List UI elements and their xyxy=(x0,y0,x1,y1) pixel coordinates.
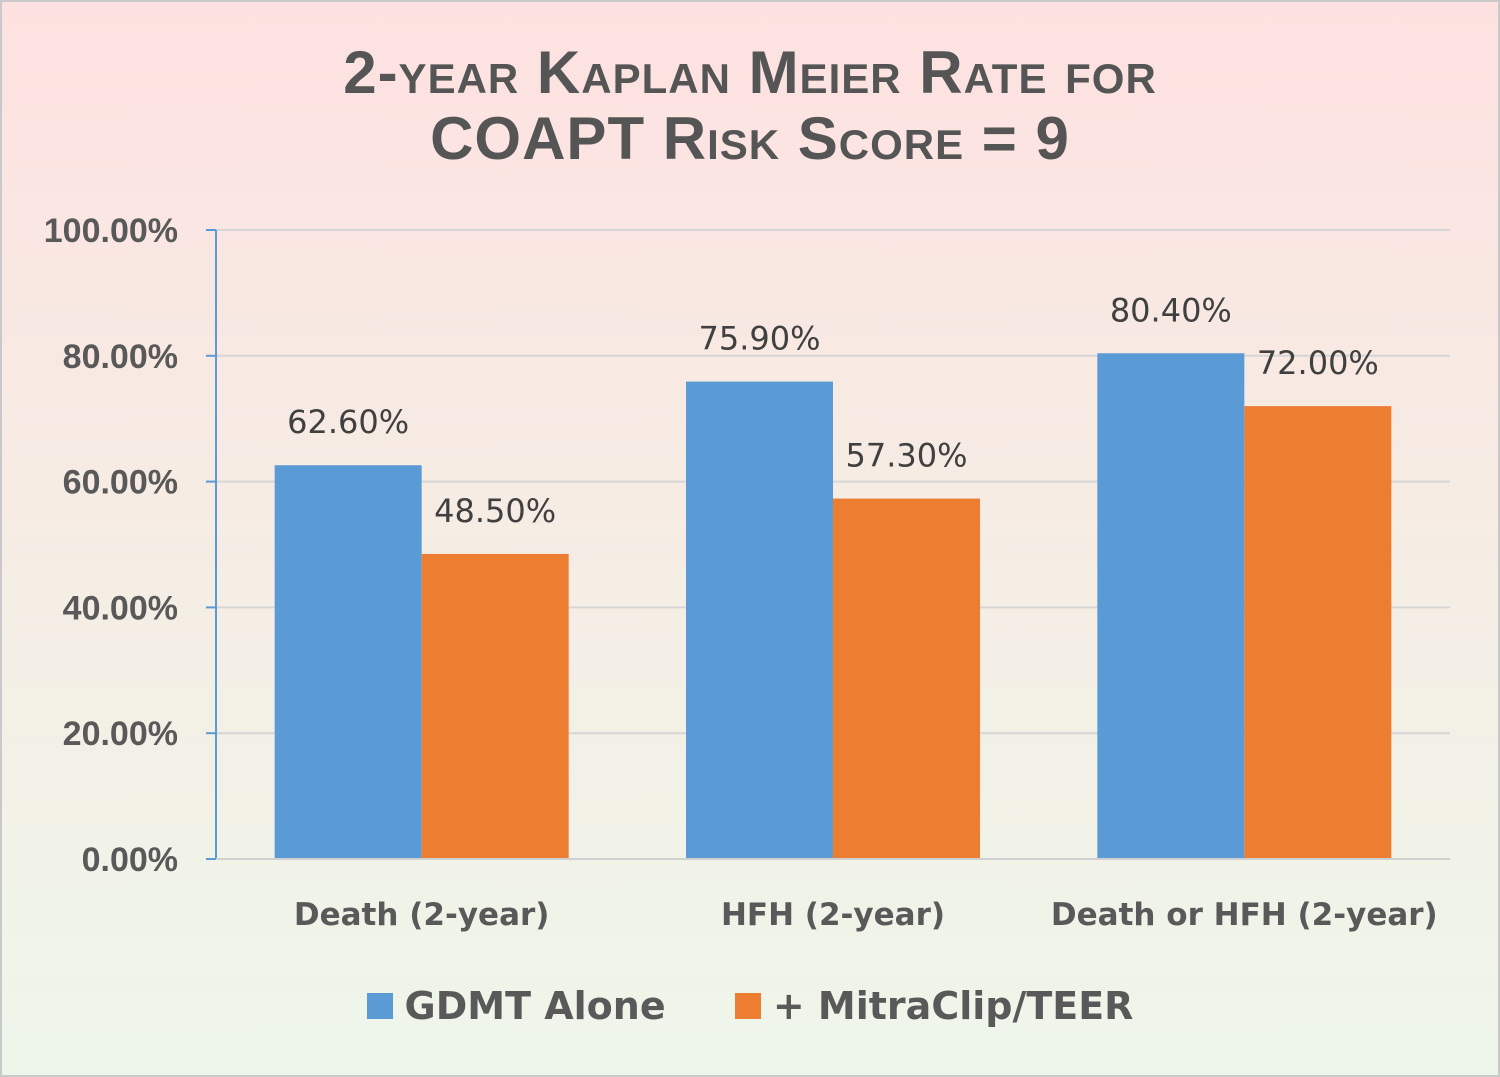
legend-swatch-mitraclip xyxy=(734,993,761,1019)
bar-2-1 xyxy=(1244,406,1392,859)
y-tick-label-2: 40.00% xyxy=(63,589,178,627)
data-label-2-1: 72.00% xyxy=(1257,344,1379,382)
data-label-0-1: 48.50% xyxy=(434,492,556,530)
bar-0-1 xyxy=(421,553,569,859)
legend-item-mitraclip: + MitraClip/TEER xyxy=(734,984,1134,1028)
legend-label-mitraclip: + MitraClip/TEER xyxy=(772,984,1134,1028)
y-tick-label-3: 60.00% xyxy=(63,464,178,502)
y-tick-label-0: 0.00% xyxy=(82,841,178,879)
category-label-0: Death (2-year) xyxy=(294,897,550,933)
legend-label-gdmt: GDMT Alone xyxy=(404,984,666,1028)
data-label-1-0: 75.90% xyxy=(698,320,820,358)
legend-item-gdmt: GDMT Alone xyxy=(366,984,666,1028)
category-label-2: Death or HFH (2-year) xyxy=(1051,897,1438,933)
y-tick-label-4: 80.00% xyxy=(63,338,178,376)
bar-0-0 xyxy=(274,465,422,859)
y-tick-label-5: 100.00% xyxy=(44,212,178,250)
bar-1-0 xyxy=(686,381,833,859)
legend-swatch-gdmt xyxy=(366,993,393,1019)
chart-title: 2-year Kaplan Meier Rate for COAPT Risk … xyxy=(2,40,1498,172)
legend: GDMT Alone + MitraClip/TEER xyxy=(2,984,1498,1028)
chart-title-line-1: 2-year Kaplan Meier Rate for xyxy=(343,39,1157,106)
chart-title-line-2: COAPT Risk Score = 9 xyxy=(430,105,1070,172)
y-tick-label-1: 20.00% xyxy=(63,715,178,753)
data-label-1-1: 57.30% xyxy=(845,437,967,475)
category-label-1: HFH (2-year) xyxy=(721,897,945,933)
bar-1-1 xyxy=(833,498,980,859)
bar-2-0 xyxy=(1097,353,1245,859)
data-label-0-0: 62.60% xyxy=(287,403,409,441)
data-label-2-0: 80.40% xyxy=(1110,291,1232,329)
